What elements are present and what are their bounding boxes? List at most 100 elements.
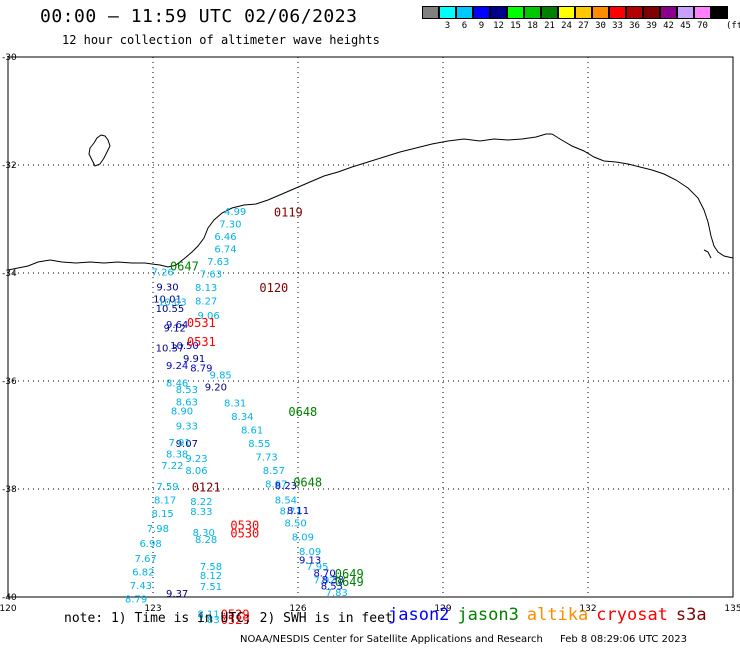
wave-height-value: 8.67 (265, 479, 287, 490)
map-frame (7, 56, 734, 598)
wave-height-value: 8.11 (197, 610, 219, 621)
legend-swatch (643, 6, 660, 19)
wave-height-value: 8.13 (195, 283, 217, 294)
coastline (7, 133, 734, 271)
wave-height-value: 10.37 (156, 343, 185, 354)
legend-swatch (660, 6, 677, 19)
wave-height-value: 8.90 (171, 406, 193, 417)
wave-height-value: 9.37 (166, 589, 188, 600)
coastline-spur (703, 249, 712, 259)
pass-time-label: 0530 (230, 527, 259, 541)
wave-height-value: 4.99 (224, 207, 246, 218)
pass-time-label: 0649 (335, 575, 364, 589)
page-title: 00:00 – 11:59 UTC 02/06/2023 (40, 6, 358, 27)
satellite-s3a: s3a (675, 605, 707, 625)
footnote: note: 1) Time is in UTC; 2) SWH is in fe… (64, 611, 393, 626)
legend-swatch (507, 6, 524, 19)
latitude-tick-label: -38 (2, 485, 17, 495)
wave-height-value: 8.54 (275, 496, 297, 507)
legend-swatch (558, 6, 575, 19)
page-subtitle: 12 hour collection of altimeter wave hei… (62, 33, 380, 47)
legend-label: 15 (510, 21, 521, 31)
legend-label: 30 (595, 21, 606, 31)
wave-height-value: 7.98 (147, 524, 169, 535)
legend-label: 18 (527, 21, 538, 31)
wave-height-value: 7.63 (200, 269, 222, 280)
legend-swatch (677, 6, 694, 19)
pass-time-label: 0530 (230, 519, 259, 533)
legend-swatch (541, 6, 558, 19)
legend-label: 42 (663, 21, 674, 31)
wave-height-value: 7.83 (326, 588, 348, 599)
wave-height-value: 8.27 (195, 296, 217, 307)
wave-height-value: 10.50 (170, 341, 199, 352)
legend-swatch (575, 6, 592, 19)
track-labels: 4.99 7.306.466.74 7.637.63 8.13 8.27 9.06 9.85… (125, 205, 364, 627)
longitude-tick-label: 120 (0, 604, 17, 614)
wave-height-value: 10.01 (153, 295, 182, 306)
latitude-tick-label: -36 (2, 377, 17, 387)
wave-height-value: 8.31 (224, 398, 246, 409)
pass-time-label: 0531 (187, 316, 216, 330)
wave-height-value: 7.30 (219, 220, 241, 231)
pass-time-label: 0531 (187, 335, 216, 349)
wave-height-value: 7.51 (200, 582, 222, 593)
wave-height-value: 6.98 (139, 539, 161, 550)
wave-height-value: 9.64 (166, 320, 188, 331)
legend-swatch (609, 6, 626, 19)
wave-height-value: 8.55 (248, 439, 270, 450)
wave-height-value: 8.71 (280, 506, 302, 517)
pass-time-label: 0529 (221, 608, 250, 622)
pass-time-label: 0647 (170, 259, 199, 273)
satellite-altika: altika (526, 605, 589, 625)
wave-height-value: 7.95 (306, 562, 328, 573)
legend-label: 36 (629, 21, 640, 31)
wave-height-value: 8.28 (195, 535, 217, 546)
wave-height-value: 7.43 (130, 581, 152, 592)
wave-height-value: 8.17 (154, 496, 176, 507)
wave-height-value: 8.53 (176, 385, 198, 396)
wave-height-value: 8.22 (190, 497, 212, 508)
wave-height-value: 6.74 (214, 244, 236, 255)
pass-time-label: 0529 (221, 613, 250, 627)
longitude-tick-label: 129 (434, 604, 451, 614)
wave-height-value: 8.79 (125, 594, 147, 605)
wave-height-value: 8.12 (200, 571, 222, 582)
wave-height-value: 7.58 (200, 562, 222, 573)
wave-height-value: 9.13 (299, 556, 321, 567)
legend-swatch (439, 6, 456, 19)
wave-height-value: 8.06 (185, 466, 207, 477)
wave-height-value: 8.79 (190, 363, 212, 374)
island-outline (88, 134, 111, 167)
wave-height-value: 8.50 (284, 518, 306, 529)
pass-time-label: 0119 (274, 205, 303, 219)
longitude-tick-label: 135 (724, 604, 740, 614)
wave-height-value: 9.07 (176, 439, 198, 450)
latitude-tick-label: -40 (2, 593, 17, 603)
wave-height-value: 8.57 (263, 466, 285, 477)
generation-timestamp: Feb 8 08:29:06 UTC 2023 (560, 634, 688, 645)
graticule (8, 57, 733, 597)
latitude-tick-label: -32 (2, 161, 17, 171)
wave-height-value: 7.73 (255, 452, 277, 463)
wave-height-value: 10.03 (158, 297, 187, 308)
legend-swatch (456, 6, 473, 19)
wave-height-value: 7.92 (313, 576, 335, 587)
wave-height-value: 7.67 (135, 554, 157, 565)
pass-time-label: 0121 (192, 481, 221, 495)
wave-height-value: 9.33 (176, 422, 198, 433)
pass-time-label: 0648 (293, 475, 322, 489)
wave-height-value: 8.09 (299, 547, 321, 558)
legend-label: 45 (680, 21, 691, 31)
wave-height-value: 9.12 (164, 323, 186, 334)
legend-unit: (ft) (726, 21, 740, 31)
legend-label: 12 (493, 21, 504, 31)
legend-label: 3 (444, 21, 451, 31)
wave-height-value: 7.63 (207, 257, 229, 268)
legend-label: 70 (697, 21, 708, 31)
wave-height-value: 8.34 (231, 412, 253, 423)
satellite-cryosat: cryosat (596, 605, 668, 625)
wave-height-value: 7.22 (161, 461, 183, 472)
legend-label: 39 (646, 21, 657, 31)
